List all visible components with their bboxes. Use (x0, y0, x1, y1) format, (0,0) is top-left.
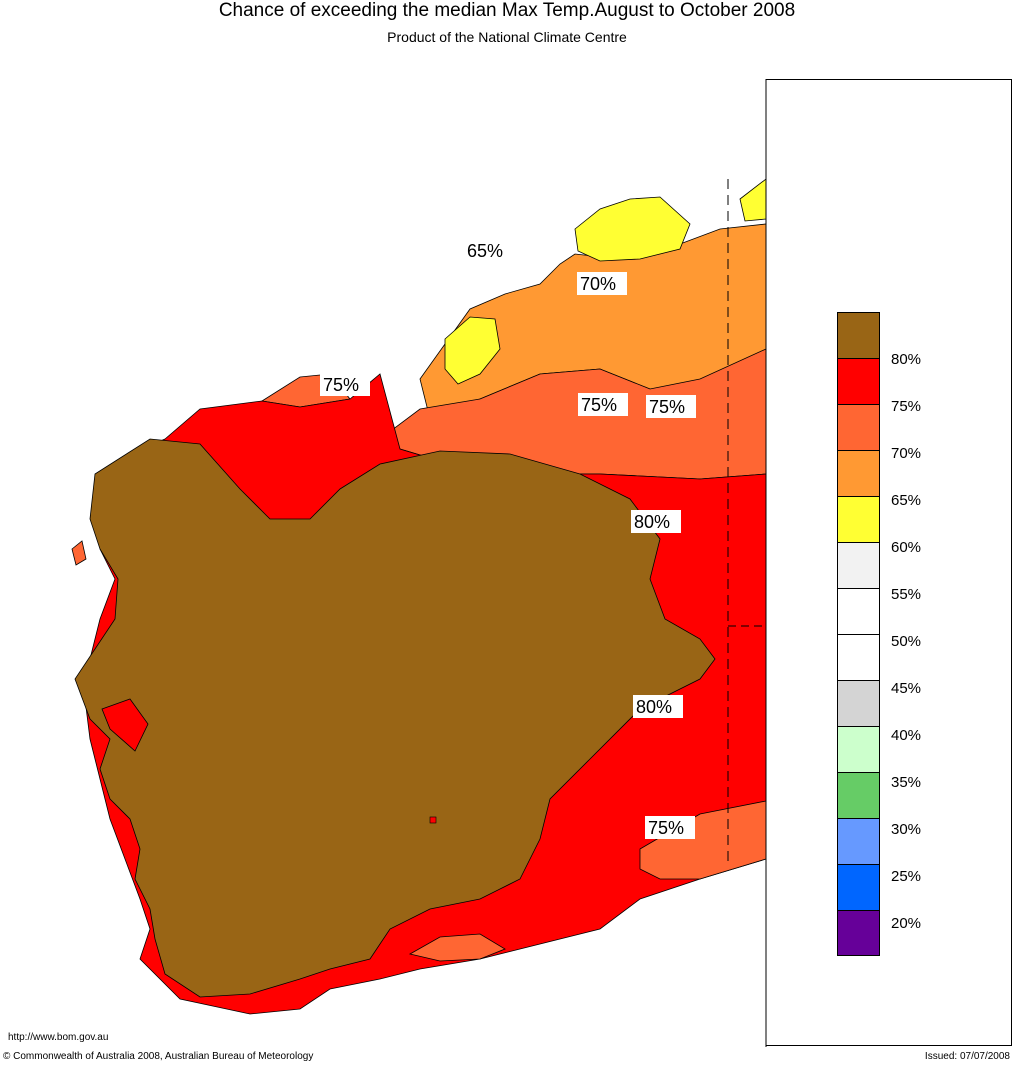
map-canvas: 65% 70% 75% 75% 75% 80% 80% 75% (0, 79, 767, 1047)
small-red-dot (429, 816, 437, 824)
label-80-north: 80% (634, 512, 670, 532)
legend-swatch (837, 404, 880, 450)
legend-swatch (837, 772, 880, 818)
legend-swatch (837, 910, 880, 956)
label-75-central: 75% (581, 395, 617, 415)
legend-label: 75% (891, 398, 922, 415)
label-70: 70% (580, 274, 616, 294)
label-75-east: 75% (649, 397, 685, 417)
legend-swatch (837, 496, 880, 542)
region-70-75-southeast (639, 800, 767, 880)
region-80-plus (74, 438, 716, 998)
legend-label: 60% (891, 539, 922, 556)
legend-label: 70% (891, 445, 922, 462)
legend-label: 80% (891, 351, 922, 368)
legend-label: 45% (891, 680, 922, 697)
issued-date: Issued: 07/07/2008 (924, 1051, 1010, 1062)
legend-label: 40% (891, 727, 922, 744)
label-65: 65% (467, 241, 503, 261)
legend-swatch (837, 588, 880, 634)
legend-swatch (837, 542, 880, 588)
legend-label: 20% (891, 915, 922, 932)
map-title: Chance of exceeding the median Max Temp.… (218, 0, 796, 21)
label-75-south: 75% (648, 818, 684, 838)
legend-swatch (837, 680, 880, 726)
region-70-75-west (71, 540, 87, 566)
label-80-south: 80% (636, 697, 672, 717)
contour-labels: 65% 70% 75% 75% 75% 80% 80% 75% (320, 239, 696, 839)
legend-label: 55% (891, 586, 922, 603)
label-75-pilbara: 75% (323, 375, 359, 395)
legend-swatch (837, 312, 880, 358)
legend-swatch (837, 864, 880, 910)
legend (837, 312, 881, 956)
copyright-text: © Commonwealth of Australia 2008, Austra… (3, 1051, 314, 1062)
legend-label: 25% (891, 868, 922, 885)
region-60-65-north (574, 196, 691, 262)
legend-label: 35% (891, 774, 922, 791)
legend-swatch (837, 634, 880, 680)
legend-label: 50% (891, 633, 922, 650)
region-70-75-south (408, 933, 506, 962)
map-subtitle: Product of the National Climate Centre (387, 29, 627, 45)
legend-label: 65% (891, 492, 922, 509)
legend-swatch (837, 450, 880, 496)
region-60-65-kimberley (444, 316, 501, 385)
legend-label: 30% (891, 821, 922, 838)
region-75-80-west-coast (101, 698, 149, 752)
bom-url-link[interactable]: http://www.bom.gov.au (8, 1032, 109, 1043)
legend-swatch (837, 358, 880, 404)
legend-swatch (837, 818, 880, 864)
legend-swatch (837, 726, 880, 772)
